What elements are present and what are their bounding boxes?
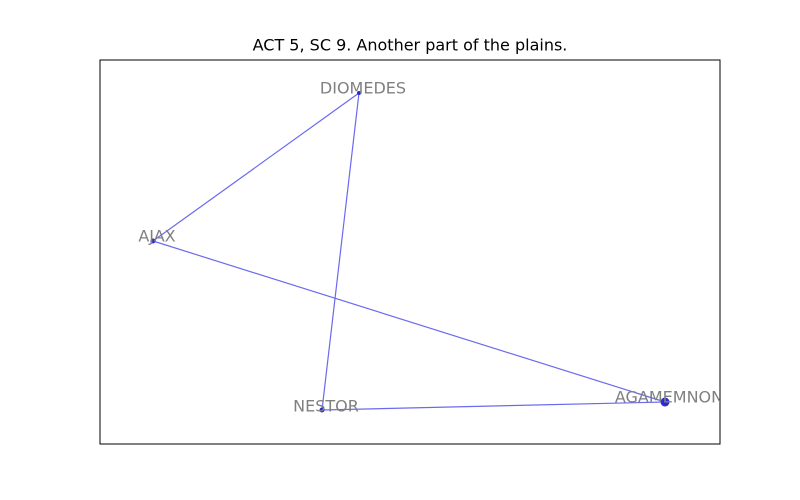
node: [660, 397, 670, 407]
frame: [99, 59, 721, 445]
edge: [152, 240, 666, 403]
edge: [152, 92, 360, 242]
node-label: AJAX: [138, 227, 175, 246]
node: [357, 91, 361, 95]
title: ACT 5, SC 9. Another part of the plains.: [253, 36, 568, 55]
node-label: NESTOR: [293, 397, 359, 416]
edge: [321, 401, 666, 411]
node: [319, 407, 325, 413]
node: [150, 238, 156, 244]
graph: DIOMEDES AJAX NESTOR AGAMEMNON: [138, 79, 723, 416]
edge: [321, 92, 360, 411]
node-label: DIOMEDES: [320, 79, 406, 98]
node-label: AGAMEMNON: [615, 388, 723, 407]
